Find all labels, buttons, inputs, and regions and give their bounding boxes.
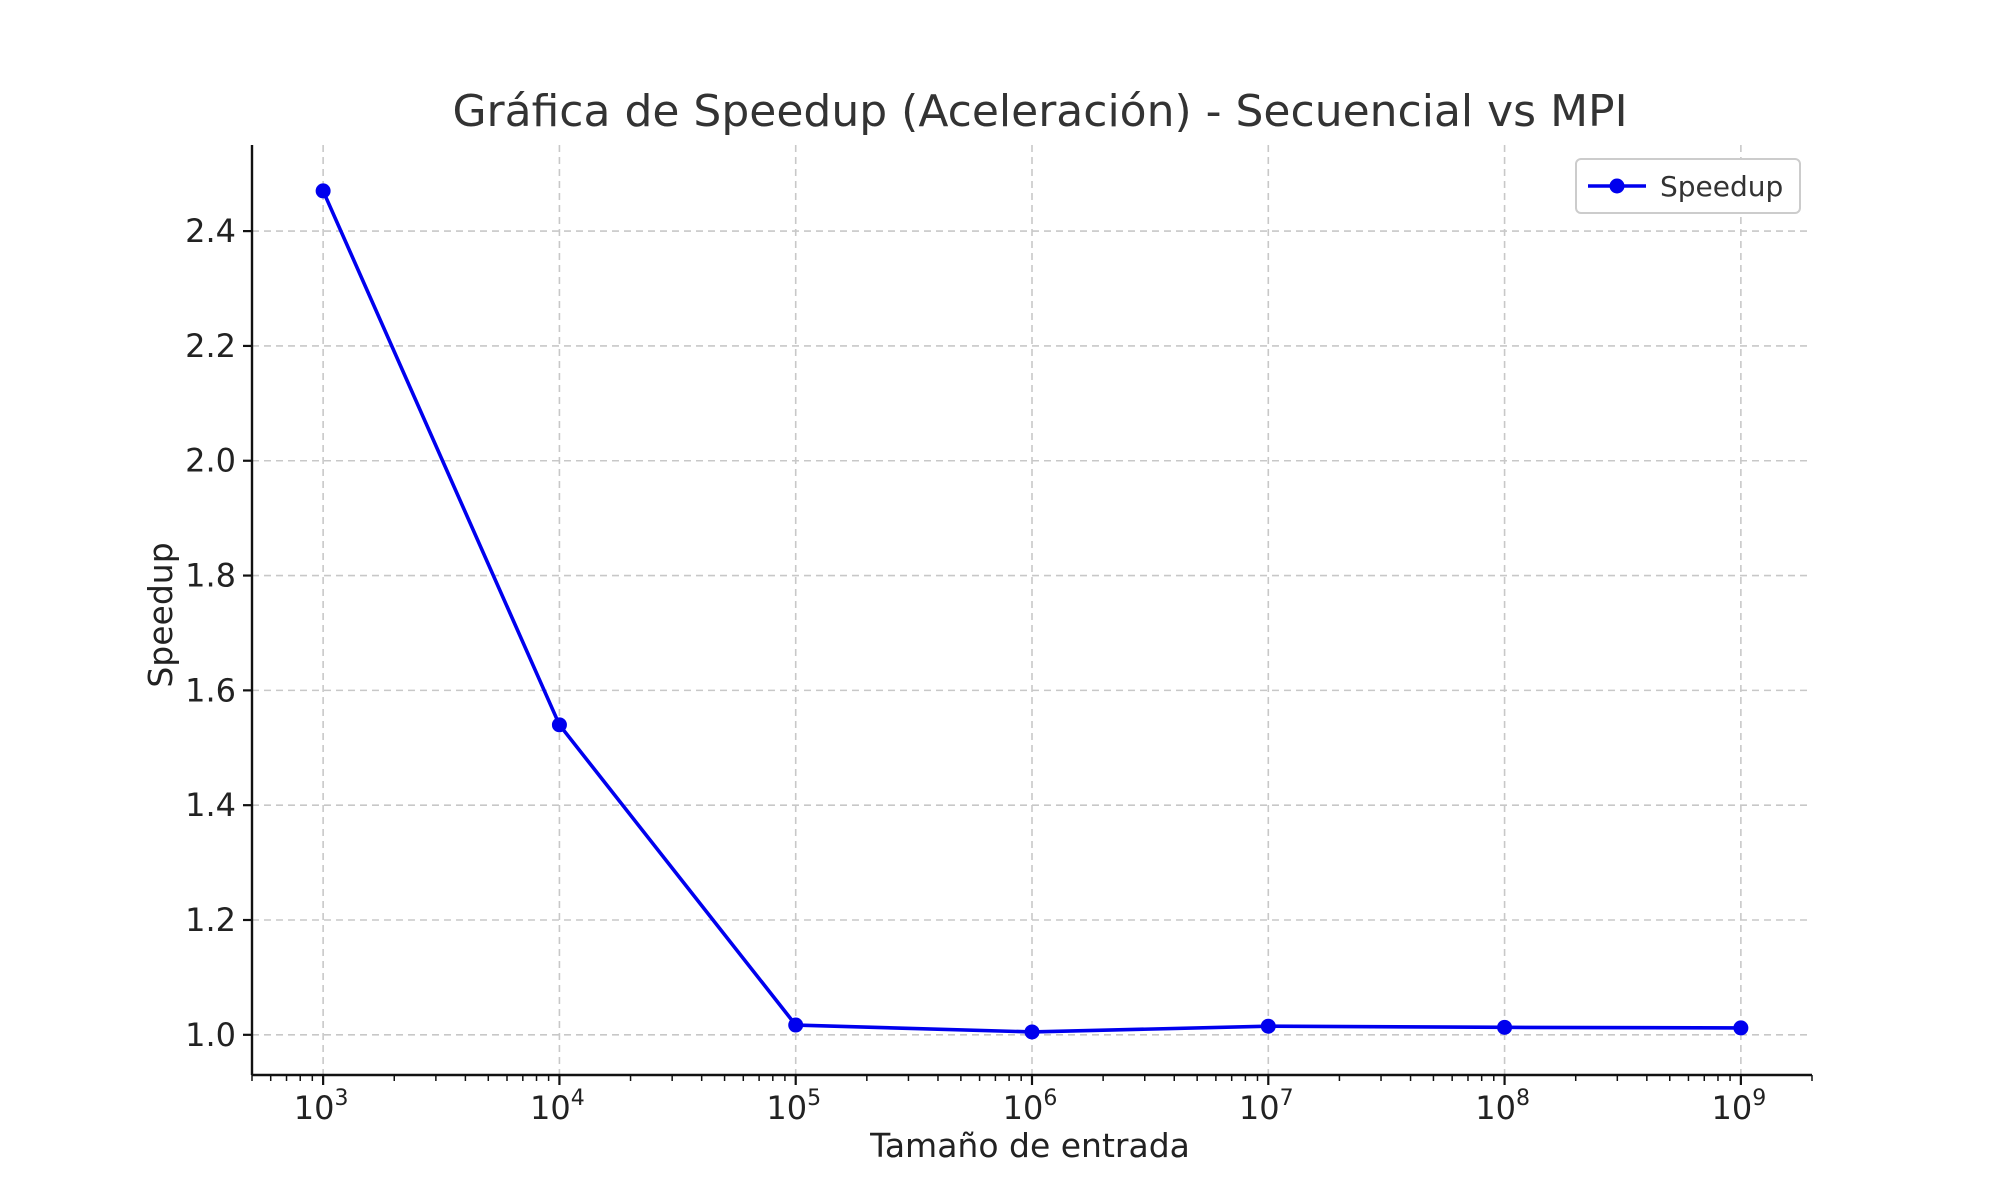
legend-marker-speedup: [1609, 178, 1625, 194]
x-tick-label: 109: [1712, 1086, 1767, 1127]
x-tick-label: 105: [766, 1086, 821, 1127]
y-tick-label: 1.0: [185, 1016, 236, 1054]
x-axis-label: Tamaño de entrada: [869, 1126, 1190, 1165]
legend-label-speedup: Speedup: [1660, 170, 1783, 203]
axes: 1.0 1.2 1.4 1.6 1.8 2.0 2.2 2.4 103 104 105 106 107 1…: [185, 145, 1813, 1127]
y-axis-label: Speedup: [141, 542, 180, 687]
y-tick-label: 1.2: [185, 901, 236, 939]
data-point-speedup: [788, 1017, 804, 1033]
y-tick-label: 1.4: [185, 786, 236, 824]
x-tick-label: 103: [294, 1086, 349, 1127]
grid: [252, 145, 1812, 1075]
data-point-speedup: [1497, 1019, 1513, 1035]
x-tick-label: 107: [1239, 1086, 1294, 1127]
x-tick-label: 106: [1003, 1086, 1058, 1127]
x-tick-label: 108: [1475, 1086, 1530, 1127]
data-point-speedup: [315, 183, 331, 199]
data-point-speedup: [1024, 1024, 1040, 1040]
data-point-speedup: [1733, 1020, 1749, 1036]
legend: Speedup: [1575, 158, 1801, 214]
y-tick-label: 1.8: [185, 557, 236, 595]
series-layer: [315, 183, 1749, 1040]
data-point-speedup: [1260, 1018, 1276, 1034]
y-tick-label: 1.6: [185, 671, 236, 709]
y-tick-label: 2.0: [185, 442, 236, 480]
legend-box: [1575, 158, 1801, 214]
x-tick-label: 104: [530, 1086, 585, 1127]
y-tick-label: 2.4: [185, 212, 236, 250]
data-point-speedup: [551, 717, 567, 733]
chart-title: Gráfica de Speedup (Aceleración) - Secue…: [452, 86, 1627, 137]
y-tick-label: 2.2: [185, 327, 236, 365]
